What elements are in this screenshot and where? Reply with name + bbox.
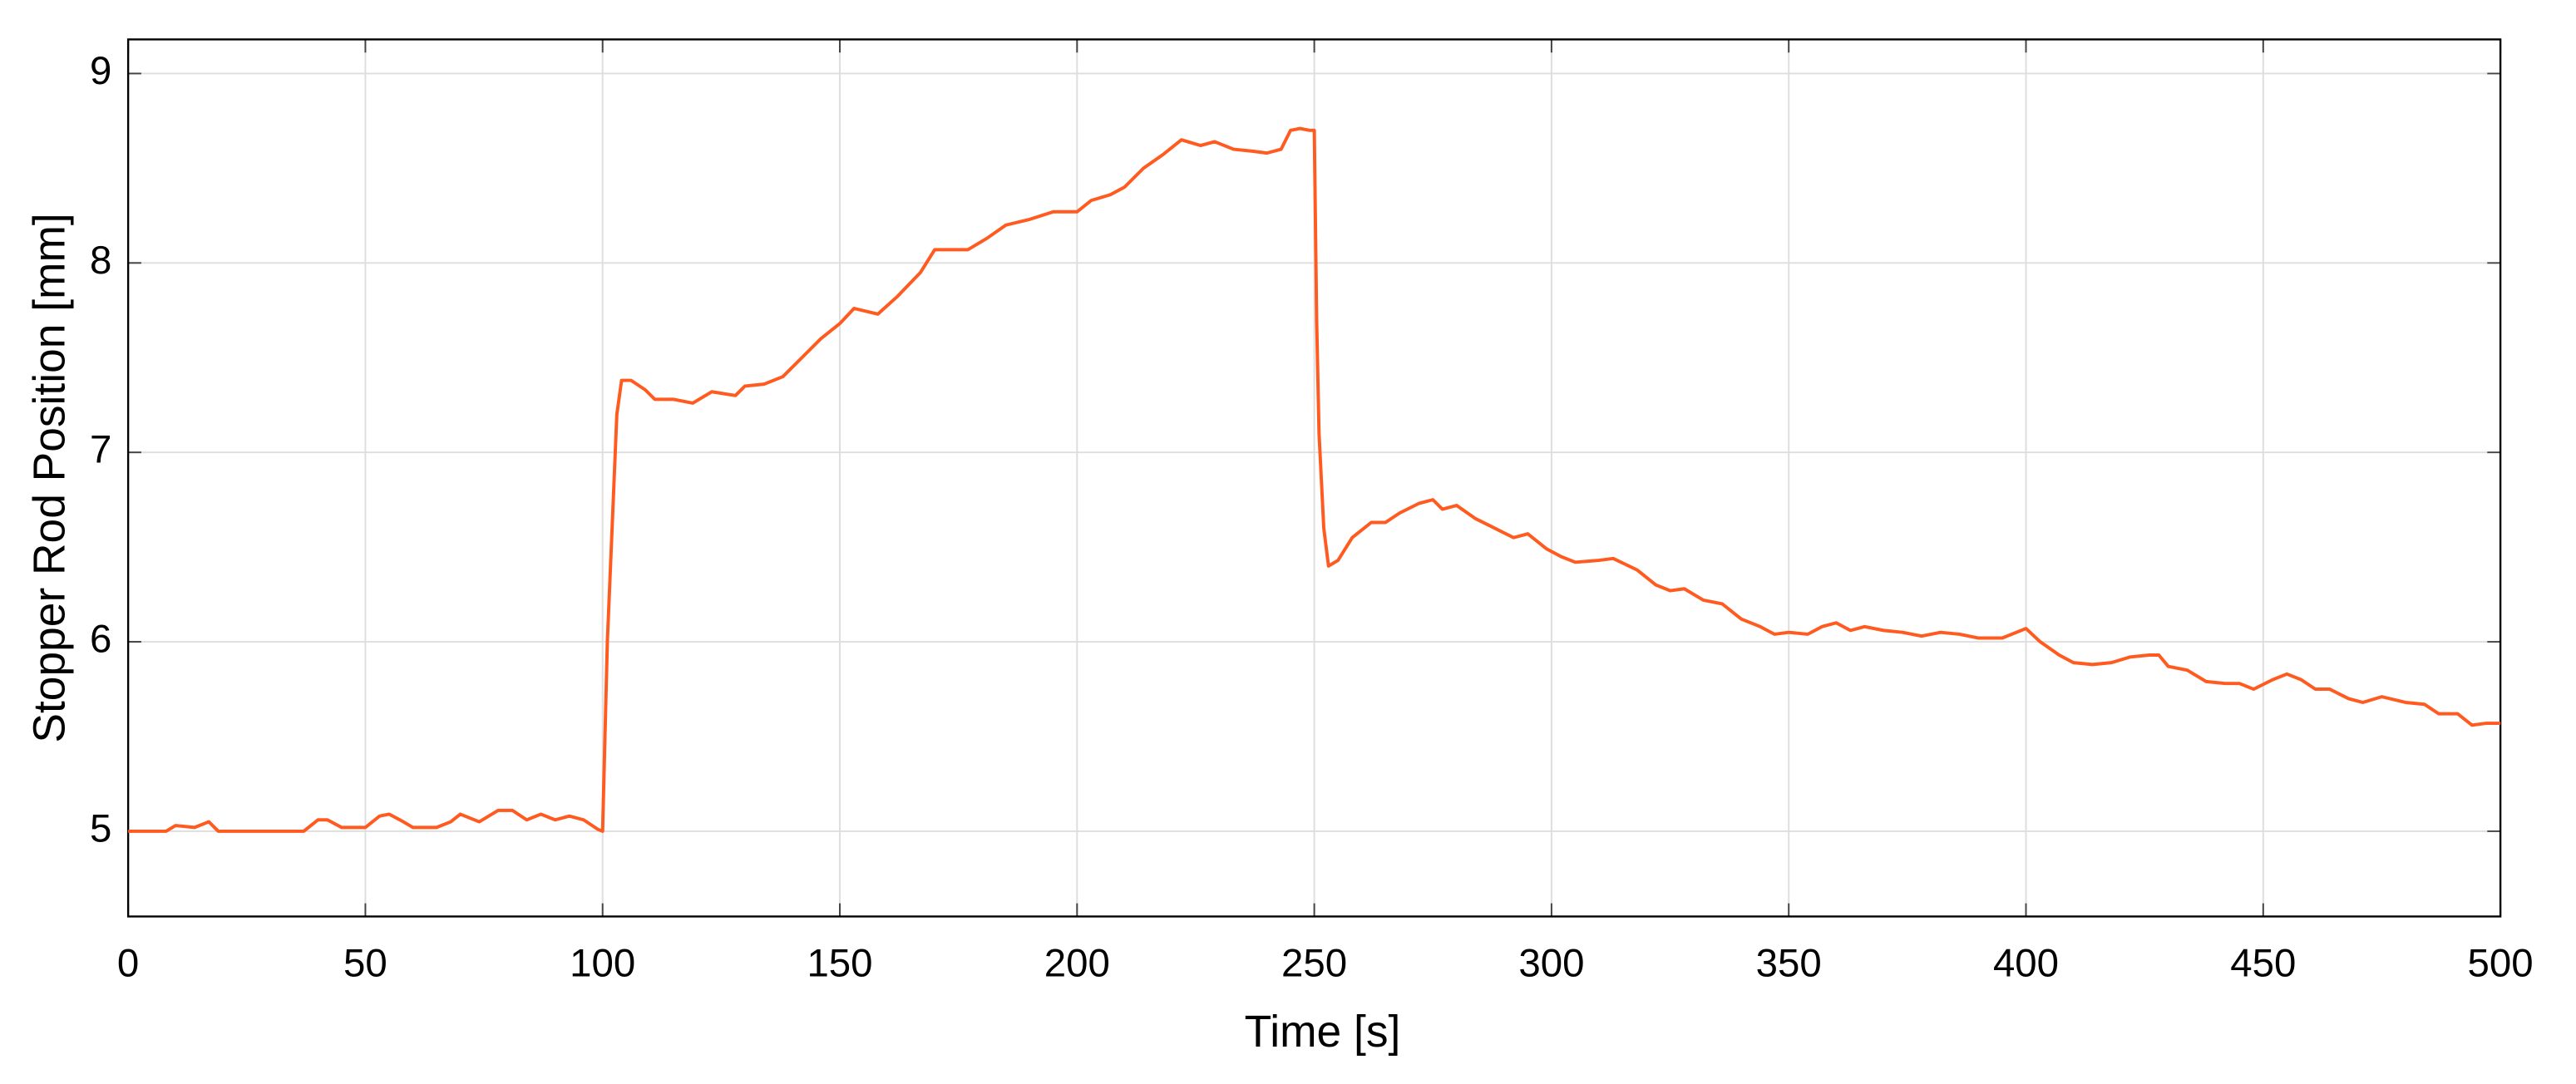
x-tick-label: 300 xyxy=(1518,941,1584,985)
x-tick-label: 350 xyxy=(1756,941,1822,985)
x-tick-label: 50 xyxy=(343,941,387,985)
y-tick-label: 7 xyxy=(90,428,111,472)
y-tick-label: 6 xyxy=(90,618,111,662)
x-tick-label: 200 xyxy=(1044,941,1110,985)
x-tick-label: 250 xyxy=(1281,941,1347,985)
x-tick-label: 450 xyxy=(2230,941,2296,985)
x-tick-label: 500 xyxy=(2468,941,2534,985)
x-axis-label: Time [s] xyxy=(1245,1008,1401,1057)
y-axis-label: Stopper Rod Position [mm] xyxy=(25,213,74,742)
data-line xyxy=(128,126,2501,833)
y-tick-label: 8 xyxy=(90,239,111,283)
x-tick-label: 100 xyxy=(570,941,635,985)
y-tick-label: 5 xyxy=(90,806,111,850)
x-tick-label: 150 xyxy=(807,941,872,985)
x-tick-label: 400 xyxy=(1993,941,2059,985)
plot-frame xyxy=(126,38,2502,918)
y-tick-label: 9 xyxy=(90,49,111,93)
x-tick-label: 0 xyxy=(117,941,139,985)
